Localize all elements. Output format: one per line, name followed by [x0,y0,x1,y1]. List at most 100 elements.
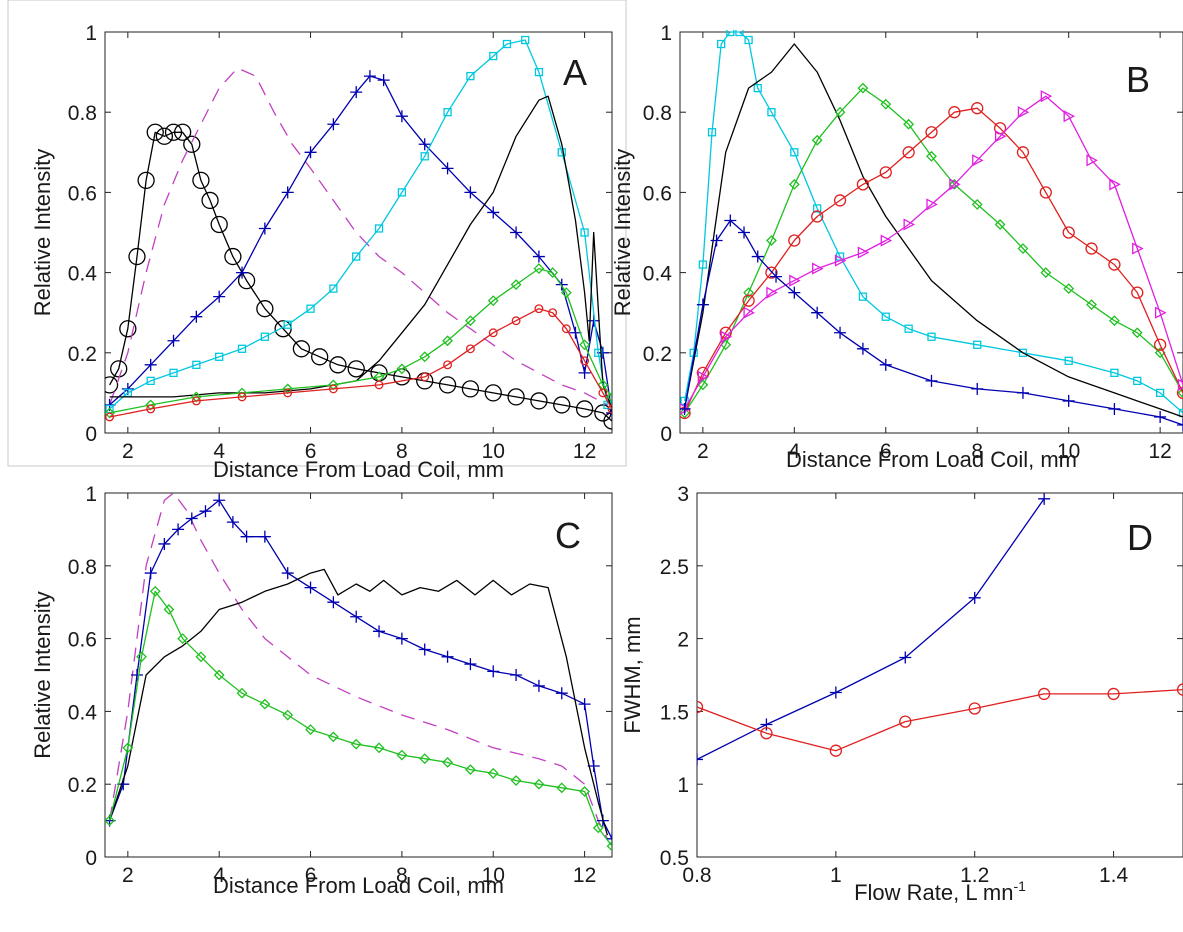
y-tick-label: 0 [85,423,97,446]
y-axis-label: FWHM, mm [620,616,645,733]
data-point [177,633,189,645]
data-point [879,358,892,371]
data-point [788,234,801,247]
data-point [1131,286,1144,299]
data-point [258,222,271,235]
x-tick-label: 6 [305,440,317,463]
data-point [578,698,591,711]
x-axis-label-superscript: -1 [1013,878,1026,894]
data-point [1131,327,1143,339]
data-point [1086,154,1098,167]
data-point [215,352,224,361]
series-line [108,67,608,406]
data-point [281,186,294,199]
data-point [167,334,180,347]
data-point [555,687,568,700]
data-point [144,358,157,371]
data-point [738,226,751,239]
data-point [507,388,525,406]
data-point [130,669,143,681]
data-point [144,567,157,580]
x-tick-label: 12 [1148,440,1171,463]
data-point [760,718,773,731]
data-point [395,632,408,645]
y-tick-label: 0 [660,423,672,446]
x-tick-label: 8 [396,864,408,887]
data-point [766,286,778,299]
data-point [128,247,146,266]
series-line [683,31,1183,414]
data-point [788,286,801,299]
data-point [487,295,499,307]
data-point [973,340,982,349]
x-axis-label: Distance From Load Coil, mm [213,873,504,898]
plot-area [696,492,1183,858]
data-point [606,832,612,845]
plot-area [104,31,613,434]
data-point [466,71,475,81]
data-point [598,388,608,398]
data-point [281,567,294,580]
series-line [108,492,608,840]
series-line [684,87,1183,414]
x-tick-label: 4 [213,864,225,887]
data-point [547,267,559,279]
data-point [1040,90,1053,103]
data-point [350,610,363,623]
data-point [592,822,604,834]
data-point [834,326,847,339]
data-point [553,396,571,414]
data-point [502,39,512,49]
data-point [1107,687,1120,701]
data-point [899,651,912,664]
data-point [304,581,317,594]
data-point [724,214,737,227]
series-group [680,30,1183,431]
data-point [968,591,981,604]
data-point [373,742,385,754]
data-point [105,815,115,827]
data-point [710,234,723,247]
data-point [720,330,733,343]
y-tick-label: 1 [677,774,689,797]
data-point [201,191,219,210]
data-point [105,376,119,394]
y-tick-label: 0.8 [68,556,97,579]
data-point [283,388,293,398]
plot-area [104,492,613,858]
panel-letter: D [1127,517,1153,558]
data-point [195,651,207,663]
data-point [136,651,147,663]
data-point [282,709,294,721]
x-tick-label: 4 [788,440,800,463]
y-axis-label: Relative Intensity [610,149,635,317]
x-tick-label: 10 [482,440,505,463]
data-point [487,665,500,678]
data-point [258,530,271,543]
data-point [489,51,498,61]
data-point [1178,408,1183,418]
y-tick-label: 2 [677,629,689,652]
y-tick-label: 1.5 [660,701,689,724]
data-point [555,278,568,291]
series-line [684,107,1183,414]
data-point [1063,283,1075,295]
data-point [1108,315,1120,327]
x-tick-label: 2 [697,440,709,463]
data-point [790,148,799,157]
data-point [420,372,430,382]
data-point [1085,242,1098,255]
data-point [327,596,340,609]
data-point [259,698,271,710]
data-point [396,363,408,375]
data-point [789,274,801,287]
data-point [603,412,612,430]
data-point [110,360,128,378]
data-point [579,339,591,351]
panel-frame [7,0,627,467]
x-tick-label: 6 [305,864,317,887]
y-tick-label: 0.4 [68,263,98,286]
data-point [770,270,783,283]
y-tick-label: 0.6 [68,182,97,205]
data-point [829,744,843,757]
